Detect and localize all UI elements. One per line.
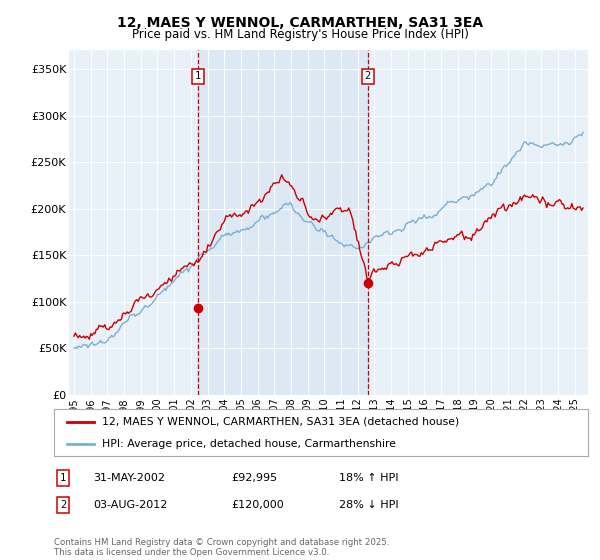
Text: 03-AUG-2012: 03-AUG-2012 [93, 500, 167, 510]
Text: 18% ↑ HPI: 18% ↑ HPI [339, 473, 398, 483]
Text: 12, MAES Y WENNOL, CARMARTHEN, SA31 3EA (detached house): 12, MAES Y WENNOL, CARMARTHEN, SA31 3EA … [102, 417, 460, 427]
Text: Contains HM Land Registry data © Crown copyright and database right 2025.
This d: Contains HM Land Registry data © Crown c… [54, 538, 389, 557]
Text: 2: 2 [364, 72, 371, 81]
Text: Price paid vs. HM Land Registry's House Price Index (HPI): Price paid vs. HM Land Registry's House … [131, 28, 469, 41]
Text: 12, MAES Y WENNOL, CARMARTHEN, SA31 3EA: 12, MAES Y WENNOL, CARMARTHEN, SA31 3EA [117, 16, 483, 30]
Text: 2: 2 [60, 500, 66, 510]
Text: 31-MAY-2002: 31-MAY-2002 [93, 473, 165, 483]
Text: HPI: Average price, detached house, Carmarthenshire: HPI: Average price, detached house, Carm… [102, 438, 396, 449]
Bar [198, 50, 368, 395]
Text: 1: 1 [195, 72, 201, 81]
Text: 28% ↓ HPI: 28% ↓ HPI [339, 500, 398, 510]
Text: £92,995: £92,995 [231, 473, 277, 483]
Text: 1: 1 [60, 473, 66, 483]
Text: £120,000: £120,000 [231, 500, 284, 510]
